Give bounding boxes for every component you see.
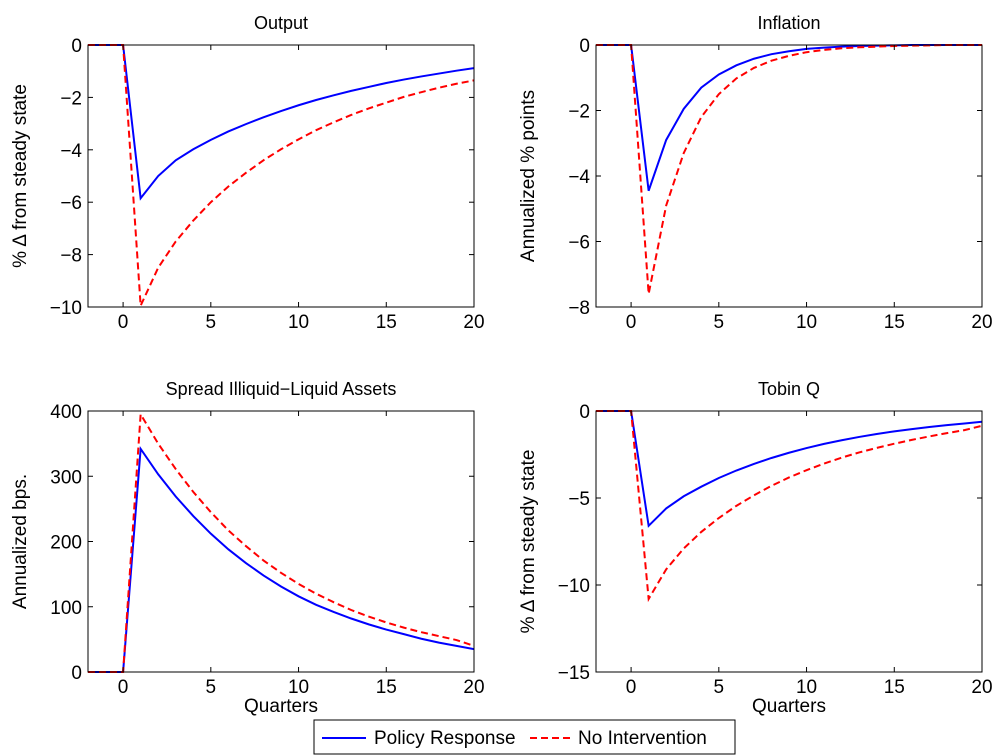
subplot-inflation: 0 5 10 15 20 0 −2 −4 −6 −8 Inflation Annualized % p… bbox=[518, 13, 993, 333]
x-tick-label: 5 bbox=[206, 312, 217, 333]
y-tick-label: −10 bbox=[50, 298, 82, 319]
x-tick-label: 15 bbox=[376, 312, 397, 333]
legend-label-no-intervention: No Intervention bbox=[578, 728, 707, 749]
chart-title: Output bbox=[254, 13, 308, 33]
series-line-policy-response bbox=[88, 44, 474, 201]
x-tick-label: 20 bbox=[971, 312, 992, 333]
x-tick-label: 10 bbox=[288, 677, 309, 698]
subplot-output: 0 5 10 15 20 0 −2 −4 −6 −8 −10 Output % Δ from stead… bbox=[10, 13, 485, 333]
series-line-no-intervention bbox=[596, 44, 982, 295]
chart-title: Spread Illiquid−Liquid Assets bbox=[166, 379, 397, 399]
x-tick-label: 15 bbox=[884, 312, 905, 333]
x-tick-label: 20 bbox=[463, 677, 484, 698]
y-tick-label: −2 bbox=[60, 88, 82, 109]
axes-frame bbox=[87, 410, 475, 673]
x-tick-label: 0 bbox=[118, 677, 129, 698]
legend-label-policy-response: Policy Response bbox=[374, 728, 516, 749]
x-tick-label: 20 bbox=[463, 312, 484, 333]
y-tick-label: −5 bbox=[568, 489, 590, 510]
y-axis-label: % Δ from steady state bbox=[10, 84, 31, 268]
y-tick-label: 200 bbox=[50, 533, 82, 554]
y-tick-label: −4 bbox=[60, 141, 82, 162]
x-tick-label: 0 bbox=[626, 312, 637, 333]
y-axis-label: Annualized % points bbox=[518, 90, 539, 262]
legend-box bbox=[313, 719, 736, 755]
x-tick-label: 10 bbox=[796, 677, 817, 698]
axes-frame bbox=[595, 410, 983, 673]
y-tick-label: −2 bbox=[568, 102, 590, 123]
chart-title: Inflation bbox=[757, 13, 820, 33]
y-axis-label: Annualized bps. bbox=[10, 474, 31, 609]
series-line-no-intervention bbox=[596, 410, 982, 603]
x-tick-label: 5 bbox=[714, 312, 725, 333]
x-tick-label: 5 bbox=[714, 677, 725, 698]
x-tick-label: 15 bbox=[884, 677, 905, 698]
y-tick-label: −6 bbox=[60, 193, 82, 214]
y-tick-label: −10 bbox=[558, 576, 590, 597]
legend: Policy Response No Intervention bbox=[313, 719, 736, 755]
y-tick-label: −15 bbox=[558, 663, 590, 684]
y-tick-label: 0 bbox=[71, 663, 82, 684]
x-tick-label: 0 bbox=[118, 312, 129, 333]
axes-frame bbox=[87, 44, 475, 308]
y-tick-label: 0 bbox=[71, 36, 82, 57]
series-line-no-intervention bbox=[88, 44, 474, 307]
series-line-no-intervention bbox=[88, 411, 474, 673]
y-axis-label: % Δ from steady state bbox=[518, 450, 539, 634]
x-tick-label: 10 bbox=[288, 312, 309, 333]
y-tick-label: −8 bbox=[60, 246, 82, 267]
y-tick-label: −8 bbox=[568, 298, 590, 319]
y-tick-label: 0 bbox=[579, 36, 590, 57]
series-line-policy-response bbox=[596, 410, 982, 528]
series-line-policy-response bbox=[596, 44, 982, 192]
y-tick-label: −6 bbox=[568, 233, 590, 254]
x-tick-label: 0 bbox=[626, 677, 637, 698]
x-tick-label: 15 bbox=[376, 677, 397, 698]
chart-title: Tobin Q bbox=[758, 379, 820, 399]
x-tick-label: 20 bbox=[971, 677, 992, 698]
series-line-policy-response bbox=[88, 445, 474, 673]
x-tick-label: 10 bbox=[796, 312, 817, 333]
x-axis-label: Quarters bbox=[752, 696, 826, 717]
y-tick-label: 300 bbox=[50, 467, 82, 488]
y-tick-label: 400 bbox=[50, 402, 82, 423]
x-tick-label: 5 bbox=[206, 677, 217, 698]
subplot-tobin-q: 0 5 10 15 20 0 −5 −10 −15 Tobin Q % Δ from steady … bbox=[518, 379, 993, 717]
x-axis-label: Quarters bbox=[244, 696, 318, 717]
y-tick-label: 100 bbox=[50, 598, 82, 619]
y-tick-label: 0 bbox=[579, 402, 590, 423]
y-tick-label: −4 bbox=[568, 167, 590, 188]
